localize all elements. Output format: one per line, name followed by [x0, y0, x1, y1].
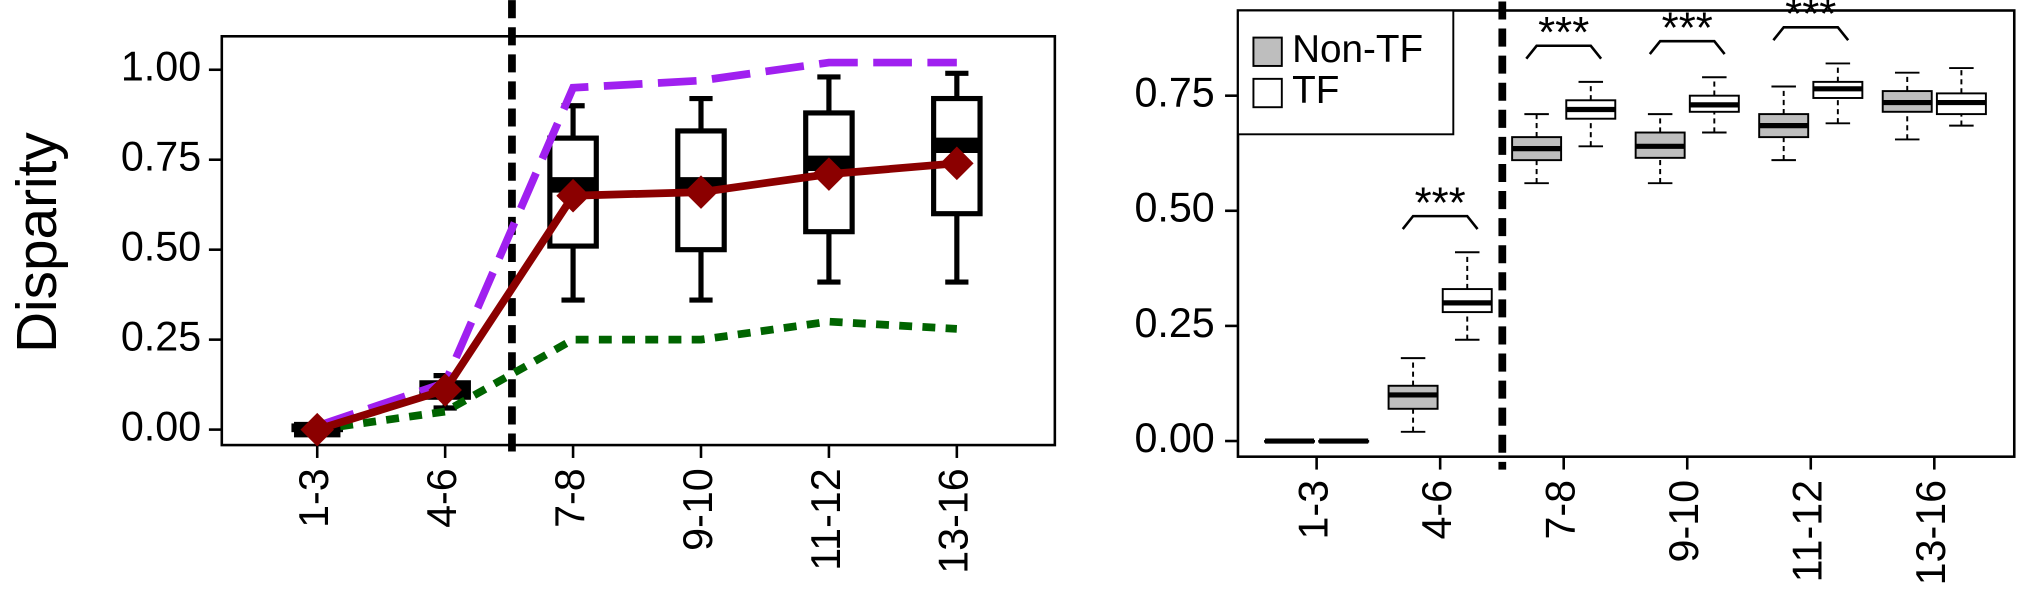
y-tick-label: 0.00	[121, 404, 201, 450]
significance-bracket	[1772, 26, 1850, 42]
x-tick-label: 11-12	[803, 468, 849, 570]
y-tick-label: 1.00	[121, 44, 201, 90]
marker	[940, 146, 974, 181]
x-tick-label: 4-6	[1414, 480, 1460, 540]
x-tick-label: 11-12	[1785, 480, 1831, 582]
y-tick-label: 0.50	[121, 224, 201, 270]
y-tick-label: 0.75	[121, 134, 201, 180]
x-tick-label: 7-8	[547, 468, 593, 528]
legend-swatch	[1252, 36, 1283, 67]
y-tick-label: 0.25	[121, 314, 201, 360]
legend-label: TF	[1292, 69, 1339, 112]
x-tick-label: 1-3	[291, 468, 337, 528]
significance-bracket	[1648, 39, 1726, 55]
x-tick-label: 9-10	[675, 468, 721, 551]
plot-frame	[220, 34, 1057, 447]
significance-label: ***	[1415, 178, 1466, 227]
x-tick-label: 9-10	[1661, 480, 1707, 563]
plot-frame	[1236, 9, 2016, 458]
marker	[556, 178, 590, 213]
y-tick-label: 0.25	[1134, 300, 1214, 346]
y-tick-label: 0.00	[1134, 415, 1214, 461]
significance-label: ***	[1538, 8, 1589, 57]
x-tick-label: 4-6	[419, 468, 465, 528]
y-axis-title: Disparity	[6, 132, 69, 353]
marker	[812, 157, 846, 191]
significance-bracket	[1525, 44, 1603, 60]
significance-label: ***	[1785, 0, 1836, 39]
x-tick-label: 7-8	[1538, 480, 1584, 540]
marker	[300, 412, 334, 447]
x-tick-label: 1-3	[1291, 480, 1337, 540]
y-tick-label: 0.75	[1134, 70, 1214, 116]
line	[315, 58, 957, 430]
legend-swatch	[1252, 77, 1283, 109]
line	[316, 317, 958, 434]
marker	[684, 175, 718, 209]
marker	[428, 373, 462, 407]
x-tick-label: 13-16	[931, 468, 977, 574]
significance-label: ***	[1662, 3, 1713, 52]
legend-label: Non-TF	[1292, 28, 1423, 71]
significance-bracket	[1401, 214, 1479, 230]
y-tick-label: 0.50	[1134, 185, 1214, 231]
line	[316, 159, 958, 434]
x-tick-label: 13-16	[1908, 480, 1954, 586]
legend-frame	[1236, 9, 1455, 136]
box	[931, 95, 983, 217]
